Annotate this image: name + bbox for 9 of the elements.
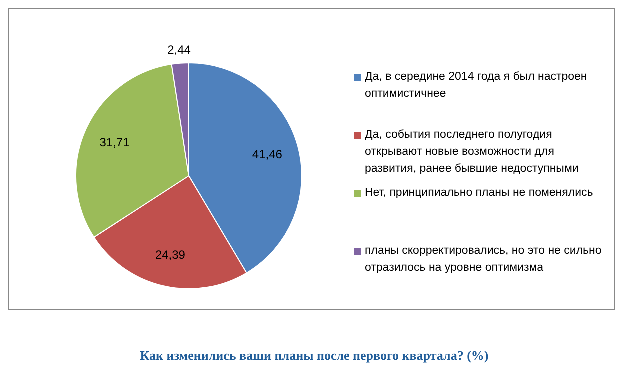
data-label: 24,39 xyxy=(155,248,186,262)
legend-label: Да, события последнего полугодия открывают новые возможности для развития, ранее бывшие недоступными xyxy=(365,128,580,177)
legend-label: Нет, принципиально планы не поменялись xyxy=(365,186,594,201)
data-label: 31,71 xyxy=(100,136,130,150)
text: Как изменились ваши планы после первого квартала? (%) xyxy=(139,348,490,364)
data-label: 41,46 xyxy=(252,147,283,162)
legend-label: Да, в середине 2014 года я был настроен оптимистичнее xyxy=(365,70,588,102)
legend-label: планы скорректировались, но это не сильно отразилось на уровне оптимизма xyxy=(365,244,603,276)
data-label: 2,44 xyxy=(168,42,192,57)
